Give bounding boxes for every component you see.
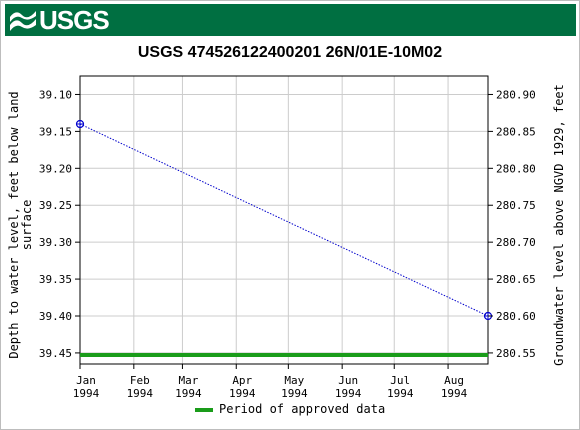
left-axis-label-line1: Depth to water level, feet below land	[7, 91, 21, 358]
left-tick-label: 39.25	[39, 199, 72, 212]
x-tick-month: Apr	[232, 374, 252, 387]
x-tick-year: 1994	[229, 387, 256, 400]
x-tick-year: 1994	[281, 387, 308, 400]
x-axis-ticks: Jan1994Feb1994Mar1994Apr1994May1994Jun19…	[73, 364, 468, 400]
left-tick-label: 39.40	[39, 310, 72, 323]
legend-label: Period of approved data	[219, 402, 386, 416]
right-tick-label: 280.90	[496, 88, 536, 101]
grid-lines	[80, 76, 488, 364]
left-axis-label-line2: surface	[20, 200, 34, 251]
right-tick-label: 280.65	[496, 273, 536, 286]
x-tick-year: 1994	[127, 387, 154, 400]
right-tick-label: 280.60	[496, 310, 536, 323]
plot-area-border	[79, 75, 489, 365]
x-tick-month: May	[284, 374, 304, 387]
x-tick-month: Jan	[76, 374, 96, 387]
left-tick-label: 39.15	[39, 125, 72, 138]
right-tick-label: 280.80	[496, 162, 536, 175]
series-layer	[75, 119, 493, 321]
x-tick-month: Aug	[444, 374, 464, 387]
left-tick-label: 39.35	[39, 273, 72, 286]
left-tick-label: 39.30	[39, 236, 72, 249]
x-tick-month: Jun	[338, 374, 358, 387]
left-axis-ticks: 39.10 39.15 39.20 39.25 39.30 39.35 39.40 39.45	[39, 88, 80, 360]
right-tick-label: 280.55	[496, 347, 536, 360]
x-tick-month: Jul	[390, 374, 410, 387]
legend: Period of approved data	[195, 402, 385, 418]
x-tick-month: Mar	[178, 374, 198, 387]
left-tick-label: 39.20	[39, 162, 72, 175]
legend-swatch-approved	[195, 407, 213, 412]
usgs-banner: USGS	[5, 4, 576, 36]
x-tick-year: 1994	[441, 387, 468, 400]
left-tick-label: 39.10	[39, 88, 72, 101]
usgs-logo-icon	[10, 11, 36, 31]
right-tick-label: 280.70	[496, 236, 536, 249]
usgs-logo-text: USGS	[39, 5, 110, 35]
x-tick-year: 1994	[73, 387, 100, 400]
right-tick-label: 280.75	[496, 199, 536, 212]
right-axis-ticks: 280.90 280.85 280.80 280.75 280.70 280.65 280.…	[488, 88, 536, 360]
chart-title: USGS 474526122400201 26N/01E-10M02	[137, 44, 443, 61]
series-line	[79, 123, 489, 317]
right-tick-label: 280.85	[496, 125, 536, 138]
x-tick-year: 1994	[387, 387, 414, 400]
x-tick-year: 1994	[175, 387, 202, 400]
left-tick-label: 39.45	[39, 347, 72, 360]
x-tick-year: 1994	[335, 387, 362, 400]
right-axis-label: Groundwater level above NGVD 1929, feet	[552, 84, 566, 366]
x-tick-month: Feb	[130, 374, 150, 387]
